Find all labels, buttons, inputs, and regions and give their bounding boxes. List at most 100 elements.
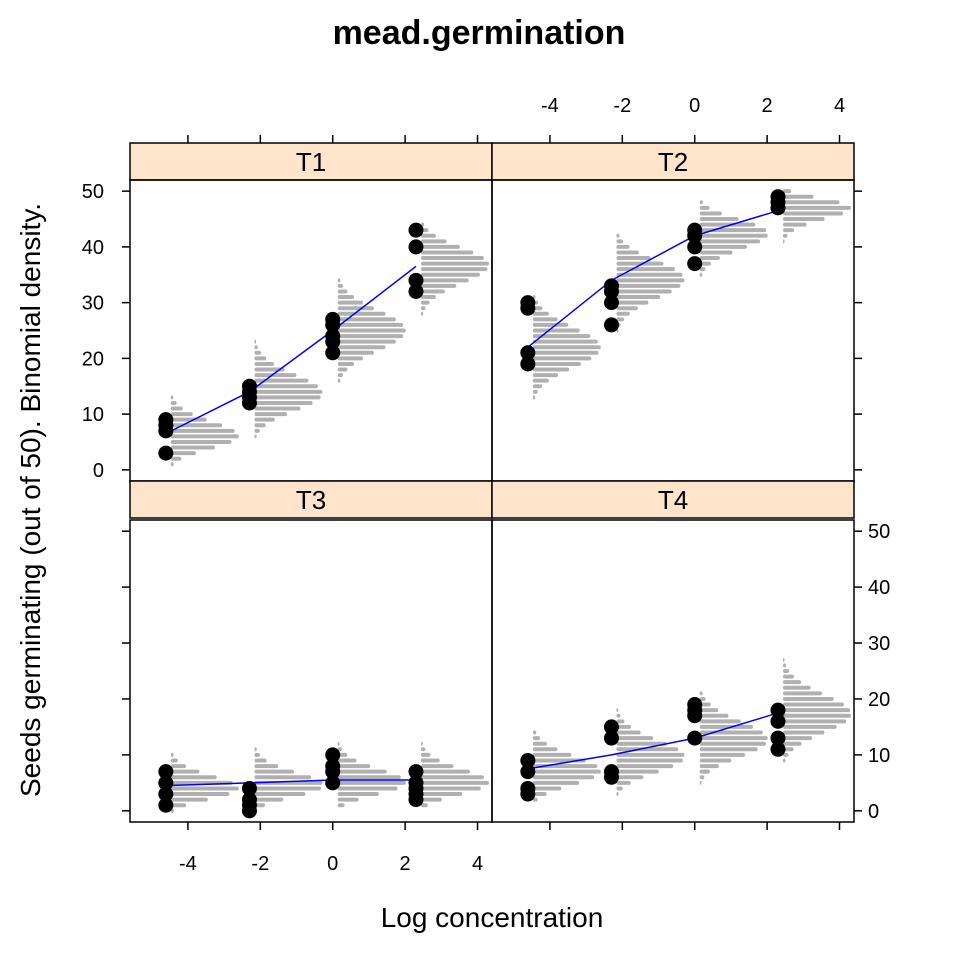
y-tick-label: 50: [82, 181, 104, 203]
x-tick-label: 2: [762, 95, 773, 117]
density-bar: [337, 747, 342, 752]
density-bar: [337, 311, 386, 316]
y-tick-label: 50: [868, 521, 890, 543]
data-point: [325, 311, 341, 327]
density-bar: [337, 378, 341, 383]
data-point: [770, 702, 786, 718]
x-tick-label: 4: [472, 853, 483, 875]
density-bar: [616, 792, 619, 797]
density-bar: [782, 752, 789, 757]
density-bar: [254, 406, 301, 411]
density-bar: [254, 356, 267, 361]
density-bar: [254, 395, 321, 400]
data-point: [603, 295, 619, 311]
density-bar: [254, 423, 266, 428]
density-bar: [420, 741, 423, 746]
density-bar: [254, 412, 288, 417]
density-bar: [616, 769, 659, 774]
density-bar: [420, 752, 431, 757]
density-bar: [254, 797, 284, 802]
density-bar: [170, 797, 208, 802]
density-bar: [699, 696, 706, 701]
strip-label: T4: [658, 485, 688, 515]
density-bar: [616, 786, 623, 791]
data-point: [520, 764, 536, 780]
density-bar: [782, 674, 794, 679]
density-bar: [616, 758, 683, 763]
density-bar: [782, 239, 785, 244]
density-bar: [337, 283, 344, 288]
data-point: [520, 345, 536, 361]
data-point: [158, 775, 174, 791]
density-bar: [782, 730, 825, 735]
panel-frame: [491, 519, 855, 823]
density-bar: [337, 758, 357, 763]
density-bar: [532, 395, 536, 400]
x-tick-label: -2: [613, 95, 631, 117]
y-tick-label: 40: [868, 577, 890, 599]
density-bar: [532, 350, 599, 355]
data-point: [325, 775, 341, 791]
data-point: [408, 239, 424, 255]
y-tick-label: 30: [868, 633, 890, 655]
data-point: [603, 278, 619, 294]
density-bar: [699, 747, 758, 752]
density-bar: [782, 189, 792, 194]
density-bar: [532, 356, 592, 361]
y-tick-label: 10: [868, 745, 890, 767]
density-bar: [420, 272, 480, 277]
density-bar: [337, 295, 355, 300]
density-bar: [782, 747, 794, 752]
density-bar: [616, 730, 641, 735]
density-bar: [170, 417, 207, 422]
density-bar: [782, 758, 786, 763]
density-bar: [699, 205, 710, 210]
density-bar: [699, 256, 720, 261]
density-bar: [532, 361, 581, 366]
density-bar: [337, 764, 371, 769]
density-bar: [420, 780, 489, 785]
data-point: [241, 780, 257, 796]
density-bar: [420, 239, 447, 244]
density-group: [532, 189, 851, 400]
density-bar: [254, 786, 321, 791]
density-bar: [616, 278, 685, 283]
density-bar: [337, 792, 379, 797]
density-bar: [699, 752, 746, 757]
density-bar: [337, 797, 359, 802]
density-bar: [616, 764, 674, 769]
density-group: [170, 741, 489, 813]
panel-t1: T1: [129, 142, 493, 482]
density-bar: [420, 256, 484, 261]
density-bar: [420, 244, 460, 249]
density-bar: [699, 724, 753, 729]
density-bar: [170, 769, 200, 774]
density-bar: [170, 434, 239, 439]
density-bar: [699, 736, 768, 741]
density-bar: [337, 289, 348, 294]
data-point: [603, 317, 619, 333]
density-bar: [699, 702, 711, 707]
density-bar: [170, 406, 183, 411]
density-bar: [170, 451, 196, 456]
density-bar: [420, 306, 426, 311]
density-bar: [420, 747, 426, 752]
density-bar: [532, 317, 558, 322]
y-tick-label: 30: [82, 293, 104, 315]
data-point: [770, 730, 786, 746]
data-point: [408, 283, 424, 299]
density-bar: [337, 373, 344, 378]
density-bar: [699, 775, 705, 780]
density-bar: [616, 775, 644, 780]
density-bar: [170, 412, 193, 417]
density-bar: [254, 428, 260, 433]
density-bar: [616, 780, 631, 785]
x-tick-label: 2: [400, 853, 411, 875]
density-bar: [616, 250, 639, 255]
density-bar: [532, 378, 549, 383]
chart-title: mead.germination: [333, 14, 626, 52]
data-point: [520, 356, 536, 372]
density-bar: [420, 775, 485, 780]
density-bar: [337, 328, 406, 333]
strip-background: [491, 142, 855, 181]
